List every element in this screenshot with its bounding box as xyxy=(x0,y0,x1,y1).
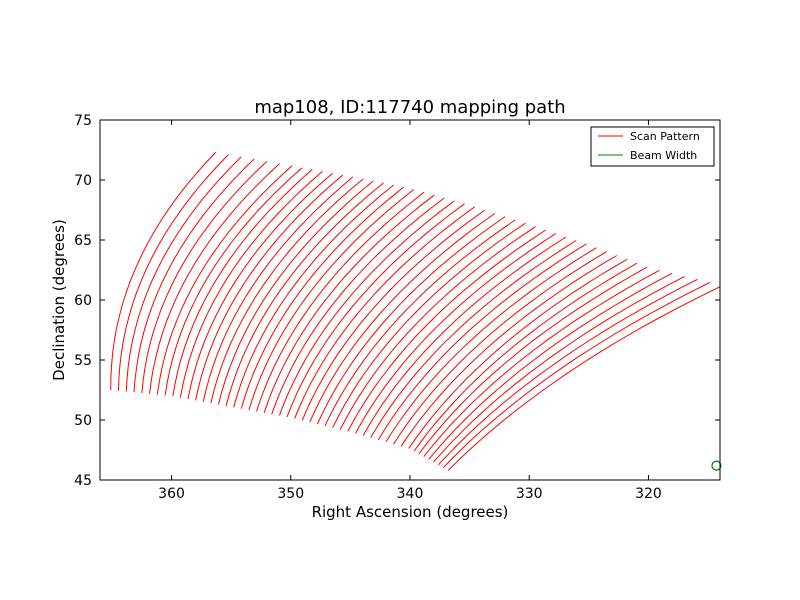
scan-line xyxy=(447,286,720,471)
scan-line xyxy=(309,212,496,423)
x-tick-label: 320 xyxy=(635,486,662,502)
scan-line xyxy=(149,163,280,394)
scan-line xyxy=(362,236,567,436)
legend-box xyxy=(590,126,715,167)
scan-line xyxy=(418,266,648,455)
scan-line xyxy=(263,194,435,413)
scan-line xyxy=(210,178,364,404)
scan-line xyxy=(156,165,293,395)
scan-line xyxy=(428,272,673,460)
x-tick-label: 350 xyxy=(277,486,304,502)
scan-line xyxy=(377,243,587,441)
scan-line xyxy=(240,186,405,409)
scan-line xyxy=(370,240,577,438)
scan-line xyxy=(339,226,536,430)
scan-line xyxy=(233,184,394,408)
y-tick-label: 70 xyxy=(74,173,92,189)
scan-line xyxy=(408,258,628,449)
scan-line xyxy=(324,219,516,427)
scan-line xyxy=(218,180,374,405)
legend: Scan Pattern Beam Width xyxy=(590,126,715,167)
chart-title: map108, ID:117740 mapping path xyxy=(254,97,565,118)
scan-line xyxy=(433,275,685,463)
scan-line xyxy=(413,262,638,452)
scan-line xyxy=(256,191,425,412)
scan-line xyxy=(442,282,711,468)
scan-line xyxy=(301,209,486,421)
scan-line xyxy=(118,154,229,391)
y-tick-label: 60 xyxy=(74,293,92,309)
x-tick-label: 330 xyxy=(516,486,543,502)
scan-line xyxy=(278,200,455,416)
y-tick-label: 75 xyxy=(74,113,92,129)
plot-frame xyxy=(99,119,721,481)
y-tick-label: 55 xyxy=(74,353,92,369)
scan-line xyxy=(141,161,268,394)
y-tick-label: 65 xyxy=(74,233,92,249)
scan-line xyxy=(195,174,344,401)
scan-line xyxy=(316,216,506,425)
scan-line xyxy=(400,255,618,447)
scan-line xyxy=(423,269,660,457)
scan-line xyxy=(271,197,445,415)
x-axis-ticks: 360 350 340 330 320 xyxy=(158,120,662,502)
scan-line xyxy=(164,167,303,396)
x-axis-label: Right Ascension (degrees) xyxy=(312,503,509,521)
beam-width-series xyxy=(711,460,722,471)
scan-line xyxy=(202,176,354,402)
x-tick-label: 340 xyxy=(397,486,424,502)
scan-line xyxy=(347,229,546,432)
scan-line xyxy=(179,170,323,398)
plot-area xyxy=(110,152,722,471)
legend-scan-label: Scan Pattern xyxy=(630,130,700,143)
scan-line xyxy=(438,279,698,466)
scan-line xyxy=(133,158,255,393)
scan-line xyxy=(187,172,333,400)
scan-line xyxy=(332,222,526,428)
legend-beam-label: Beam Width xyxy=(630,149,697,162)
scan-line xyxy=(225,182,384,407)
y-tick-label: 50 xyxy=(74,413,92,429)
x-tick-label: 360 xyxy=(158,486,185,502)
scan-line xyxy=(125,156,242,392)
y-axis-ticks: 45 50 55 60 65 70 75 xyxy=(74,113,720,489)
scan-line xyxy=(248,189,415,411)
scan-line xyxy=(385,247,597,443)
scan-line xyxy=(294,206,475,419)
scan-line xyxy=(286,203,465,418)
scan-line xyxy=(172,169,313,397)
scan-line xyxy=(355,233,557,434)
y-axis-label: Declination (degrees) xyxy=(50,219,68,381)
scan-line xyxy=(110,152,217,391)
scan-pattern-series xyxy=(110,152,720,471)
scan-line xyxy=(393,251,607,445)
beam-width-marker xyxy=(711,460,722,471)
y-tick-label: 45 xyxy=(74,473,92,489)
